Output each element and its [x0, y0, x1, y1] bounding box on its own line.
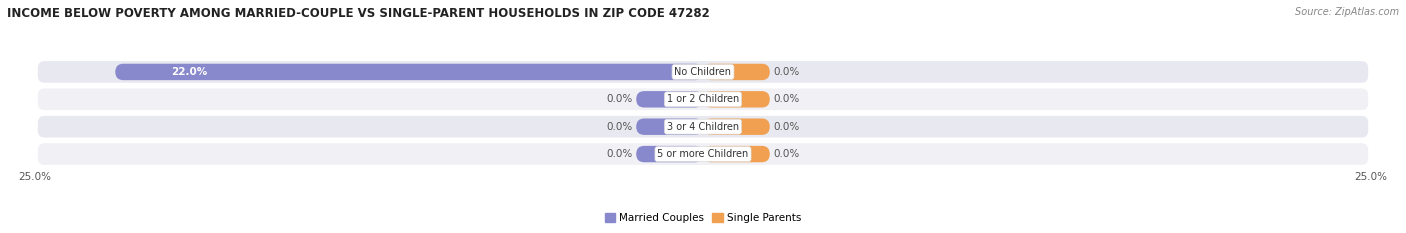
Text: 3 or 4 Children: 3 or 4 Children: [666, 122, 740, 132]
Text: 5 or more Children: 5 or more Children: [658, 149, 748, 159]
Text: 0.0%: 0.0%: [773, 149, 800, 159]
FancyBboxPatch shape: [703, 64, 769, 80]
FancyBboxPatch shape: [703, 118, 769, 135]
Text: 1 or 2 Children: 1 or 2 Children: [666, 94, 740, 104]
Text: 0.0%: 0.0%: [773, 67, 800, 77]
FancyBboxPatch shape: [703, 146, 769, 162]
Legend: Married Couples, Single Parents: Married Couples, Single Parents: [605, 213, 801, 223]
FancyBboxPatch shape: [38, 143, 1368, 165]
Text: No Children: No Children: [675, 67, 731, 77]
Text: 0.0%: 0.0%: [773, 122, 800, 132]
FancyBboxPatch shape: [38, 61, 1368, 83]
FancyBboxPatch shape: [115, 64, 703, 80]
FancyBboxPatch shape: [38, 116, 1368, 137]
Text: 0.0%: 0.0%: [606, 122, 633, 132]
FancyBboxPatch shape: [703, 91, 769, 108]
Text: INCOME BELOW POVERTY AMONG MARRIED-COUPLE VS SINGLE-PARENT HOUSEHOLDS IN ZIP COD: INCOME BELOW POVERTY AMONG MARRIED-COUPL…: [7, 7, 710, 20]
Text: 0.0%: 0.0%: [606, 94, 633, 104]
Text: 0.0%: 0.0%: [773, 94, 800, 104]
FancyBboxPatch shape: [636, 91, 703, 108]
Text: 0.0%: 0.0%: [606, 149, 633, 159]
Text: Source: ZipAtlas.com: Source: ZipAtlas.com: [1295, 7, 1399, 17]
FancyBboxPatch shape: [636, 118, 703, 135]
Text: 22.0%: 22.0%: [172, 67, 208, 77]
FancyBboxPatch shape: [636, 146, 703, 162]
FancyBboxPatch shape: [38, 89, 1368, 110]
